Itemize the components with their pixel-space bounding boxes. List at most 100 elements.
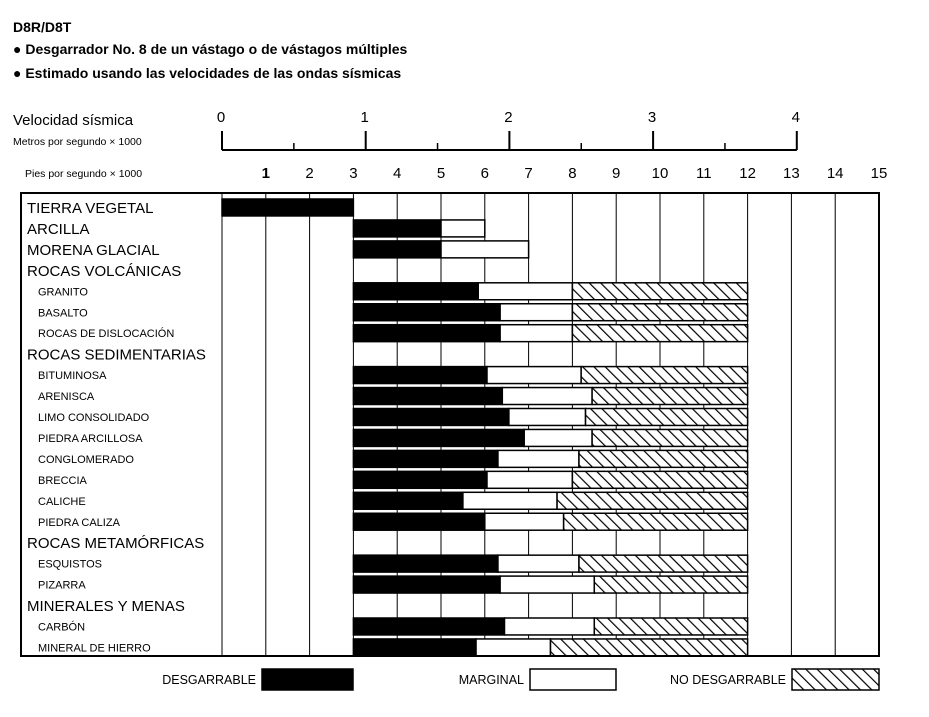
chart-bullet-1: ● Desgarrador No. 8 de un vástago o de v…: [13, 41, 408, 57]
bar-marginal: [486, 365, 582, 385]
chart-legend: DESGARRABLE MARGINAL NO DESGARRABLE: [162, 668, 880, 691]
feet-tick-label: 3: [349, 165, 357, 182]
seismic-velocity-label: Velocidad sísmica: [13, 112, 134, 129]
bar-rippable: [352, 386, 504, 406]
bar-rippable: [352, 575, 501, 594]
row-label: ROCAS VOLCÁNICAS: [27, 263, 181, 280]
bar-nonrippable: [571, 282, 749, 301]
chart-frame: [20, 192, 880, 657]
feet-tick-label: 13: [783, 165, 800, 182]
feet-tick-label: 5: [437, 165, 445, 182]
row-label: ROCAS DE DISLOCACIÓN: [38, 327, 174, 340]
legend-swatch-rippable: [261, 668, 354, 691]
bar-nonrippable: [571, 303, 749, 322]
bar-marginal: [499, 323, 574, 343]
feet-tick-label: 10: [652, 165, 669, 182]
bar-marginal: [523, 428, 593, 448]
row-label: PIZARRA: [38, 580, 86, 592]
row-label: LIMO CONSOLIDADO: [38, 412, 150, 424]
bar-nonrippable: [591, 428, 749, 448]
row-label: ROCAS SEDIMENTARIAS: [27, 347, 206, 364]
bar-nonrippable: [593, 575, 749, 594]
meters-tick-label: 2: [504, 109, 512, 126]
bar-rippable: [352, 554, 499, 573]
meters-tick-label: 4: [792, 109, 800, 126]
bar-nonrippable: [578, 554, 749, 573]
row-label: BRECCIA: [38, 475, 88, 487]
row-label: ESQUISTOS: [38, 559, 102, 571]
bar-nonrippable: [580, 365, 749, 385]
bar-nonrippable: [578, 449, 749, 469]
feet-tick-label: 4: [393, 165, 401, 182]
bar-marginal: [440, 240, 530, 259]
bar-rippable: [352, 323, 501, 343]
row-label: MINERAL DE HIERRO: [38, 642, 151, 654]
bar-nonrippable: [556, 491, 749, 510]
bar-marginal: [462, 491, 558, 510]
bar-marginal: [497, 554, 580, 573]
feet-tick-label: 8: [568, 165, 576, 182]
bar-marginal: [497, 449, 580, 469]
bar-rippable: [352, 428, 525, 448]
row-label: PIEDRA ARCILLOSA: [38, 433, 143, 445]
bar-rippable: [352, 449, 499, 469]
bar-marginal: [475, 638, 552, 657]
feet-tick-label: 11: [696, 165, 712, 182]
row-label: MINERALES Y MENAS: [27, 598, 185, 615]
bar-rippable: [352, 491, 464, 510]
bar-rippable: [352, 303, 501, 322]
legend-label: MARGINAL: [459, 673, 524, 687]
chart-bullet-2: ● Estimado usando las velocidades de las…: [13, 65, 402, 81]
bar-rippable: [352, 219, 442, 238]
bar-marginal: [440, 219, 486, 238]
feet-tick-label: 12: [739, 165, 756, 182]
row-label: ARENISCA: [38, 391, 95, 403]
bar-nonrippable: [571, 470, 749, 490]
bar-nonrippable: [591, 386, 749, 406]
meters-tick-label: 1: [361, 109, 369, 126]
bar-nonrippable: [562, 512, 749, 531]
bar-marginal: [477, 282, 574, 301]
row-label: PIEDRA CALIZA: [38, 517, 121, 529]
bar-rippable: [352, 407, 510, 427]
bar-nonrippable: [593, 617, 749, 636]
bar-marginal: [486, 470, 574, 490]
bar-rippable: [352, 617, 506, 636]
feet-tick-label: 9: [612, 165, 620, 182]
meters-tick-label: 0: [217, 109, 225, 126]
bar-rippable: [352, 470, 488, 490]
row-label: GRANITO: [38, 286, 88, 298]
bar-rippable: [352, 365, 488, 385]
bar-nonrippable: [584, 407, 749, 427]
feet-tick-label: 14: [827, 165, 844, 182]
row-label: ROCAS METAMÓRFICAS: [27, 535, 204, 552]
legend-label: NO DESGARRABLE: [670, 673, 786, 687]
bar-marginal: [484, 512, 565, 531]
bar-marginal: [503, 617, 596, 636]
bar-rippable: [352, 638, 477, 657]
bar-rippable: [352, 240, 442, 259]
meters-tick-label: 3: [648, 109, 656, 126]
feet-tick-label: 7: [524, 165, 532, 182]
feet-axis-label: Pies por segundo × 1000: [25, 168, 142, 180]
row-labels: TIERRA VEGETAL ARCILLA MORENA GLACIAL ROCAS…: [27, 200, 206, 654]
feet-tick-label: 15: [871, 165, 888, 182]
legend-swatch-marginal: [529, 668, 617, 691]
feet-tick-label: 6: [481, 165, 489, 182]
row-label: MORENA GLACIAL: [27, 242, 160, 259]
feet-axis: 1 2 3 4 5 6 7 8 9 10 11 12 13 14 15: [262, 165, 888, 182]
row-label: BITUMINOSA: [38, 370, 107, 382]
feet-tick-label: 2: [305, 165, 313, 182]
legend-swatch-nonrippable: [791, 668, 880, 691]
chart-bars: [221, 198, 749, 657]
bar-nonrippable: [549, 638, 749, 657]
bar-marginal: [499, 303, 574, 322]
bar-marginal: [508, 407, 587, 427]
bar-marginal: [499, 575, 596, 594]
row-label: CARBÓN: [38, 621, 85, 634]
legend-label: DESGARRABLE: [162, 673, 256, 687]
row-label: CALICHE: [38, 496, 86, 508]
bar-rippable: [352, 282, 479, 301]
